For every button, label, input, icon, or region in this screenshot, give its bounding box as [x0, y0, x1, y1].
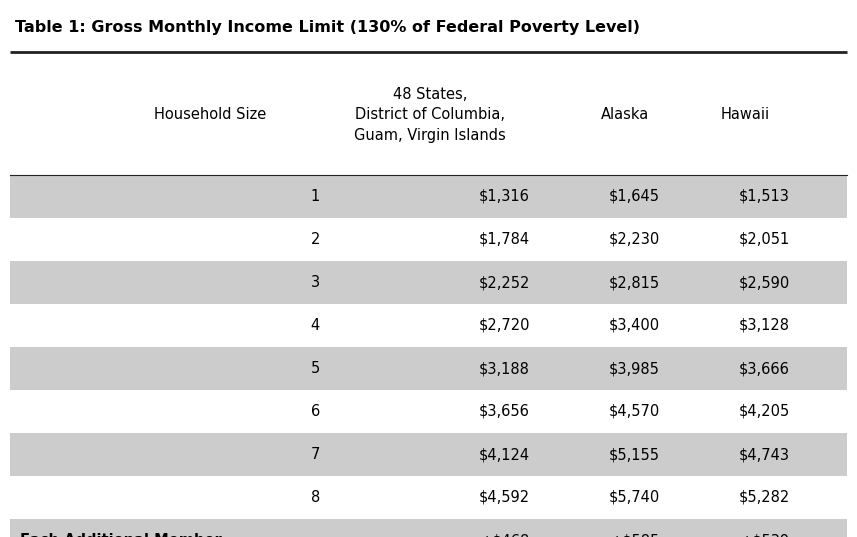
- Text: $1,784: $1,784: [479, 232, 530, 247]
- Text: 7: 7: [310, 447, 320, 462]
- Text: Guam, Virgin Islands: Guam, Virgin Islands: [354, 128, 506, 143]
- Text: $4,592: $4,592: [479, 490, 530, 505]
- Text: +$585: +$585: [611, 533, 660, 537]
- Text: 3: 3: [311, 275, 320, 290]
- Text: $4,124: $4,124: [479, 447, 530, 462]
- Bar: [10, 390, 847, 433]
- Text: $5,282: $5,282: [739, 490, 790, 505]
- Text: $1,513: $1,513: [739, 189, 790, 204]
- Text: $1,645: $1,645: [609, 189, 660, 204]
- Text: Each Additional Member: Each Additional Member: [20, 533, 222, 537]
- Bar: [10, 433, 847, 476]
- Text: 4: 4: [311, 318, 320, 333]
- Text: $2,815: $2,815: [608, 275, 660, 290]
- Text: 1: 1: [311, 189, 320, 204]
- Text: District of Columbia,: District of Columbia,: [355, 107, 505, 122]
- Text: $2,590: $2,590: [739, 275, 790, 290]
- Text: +$468: +$468: [481, 533, 530, 537]
- Text: $4,205: $4,205: [739, 404, 790, 419]
- Text: Hawaii: Hawaii: [721, 107, 770, 122]
- Bar: [10, 261, 847, 304]
- Text: $2,230: $2,230: [608, 232, 660, 247]
- Text: $3,656: $3,656: [479, 404, 530, 419]
- Bar: [10, 476, 847, 519]
- Text: $1,316: $1,316: [479, 189, 530, 204]
- Text: $3,400: $3,400: [608, 318, 660, 333]
- Text: $2,720: $2,720: [478, 318, 530, 333]
- Text: $3,666: $3,666: [739, 361, 790, 376]
- Bar: [10, 218, 847, 261]
- Text: 6: 6: [311, 404, 320, 419]
- Text: 8: 8: [311, 490, 320, 505]
- Text: $4,743: $4,743: [739, 447, 790, 462]
- Text: +$539: +$539: [740, 533, 790, 537]
- Text: $2,252: $2,252: [478, 275, 530, 290]
- Text: $3,985: $3,985: [609, 361, 660, 376]
- Text: $2,051: $2,051: [739, 232, 790, 247]
- Text: $5,740: $5,740: [608, 490, 660, 505]
- Bar: [10, 347, 847, 390]
- Bar: [10, 519, 847, 537]
- Text: Table 1: Gross Monthly Income Limit (130% of Federal Poverty Level): Table 1: Gross Monthly Income Limit (130…: [15, 20, 640, 35]
- Text: $5,155: $5,155: [609, 447, 660, 462]
- Bar: [10, 175, 847, 218]
- Text: 5: 5: [311, 361, 320, 376]
- Text: $4,570: $4,570: [608, 404, 660, 419]
- Text: $3,128: $3,128: [739, 318, 790, 333]
- Text: Household Size: Household Size: [154, 107, 267, 122]
- Text: $3,188: $3,188: [479, 361, 530, 376]
- Text: 48 States,: 48 States,: [393, 87, 467, 102]
- Bar: [10, 304, 847, 347]
- Text: Alaska: Alaska: [601, 107, 649, 122]
- Text: 2: 2: [310, 232, 320, 247]
